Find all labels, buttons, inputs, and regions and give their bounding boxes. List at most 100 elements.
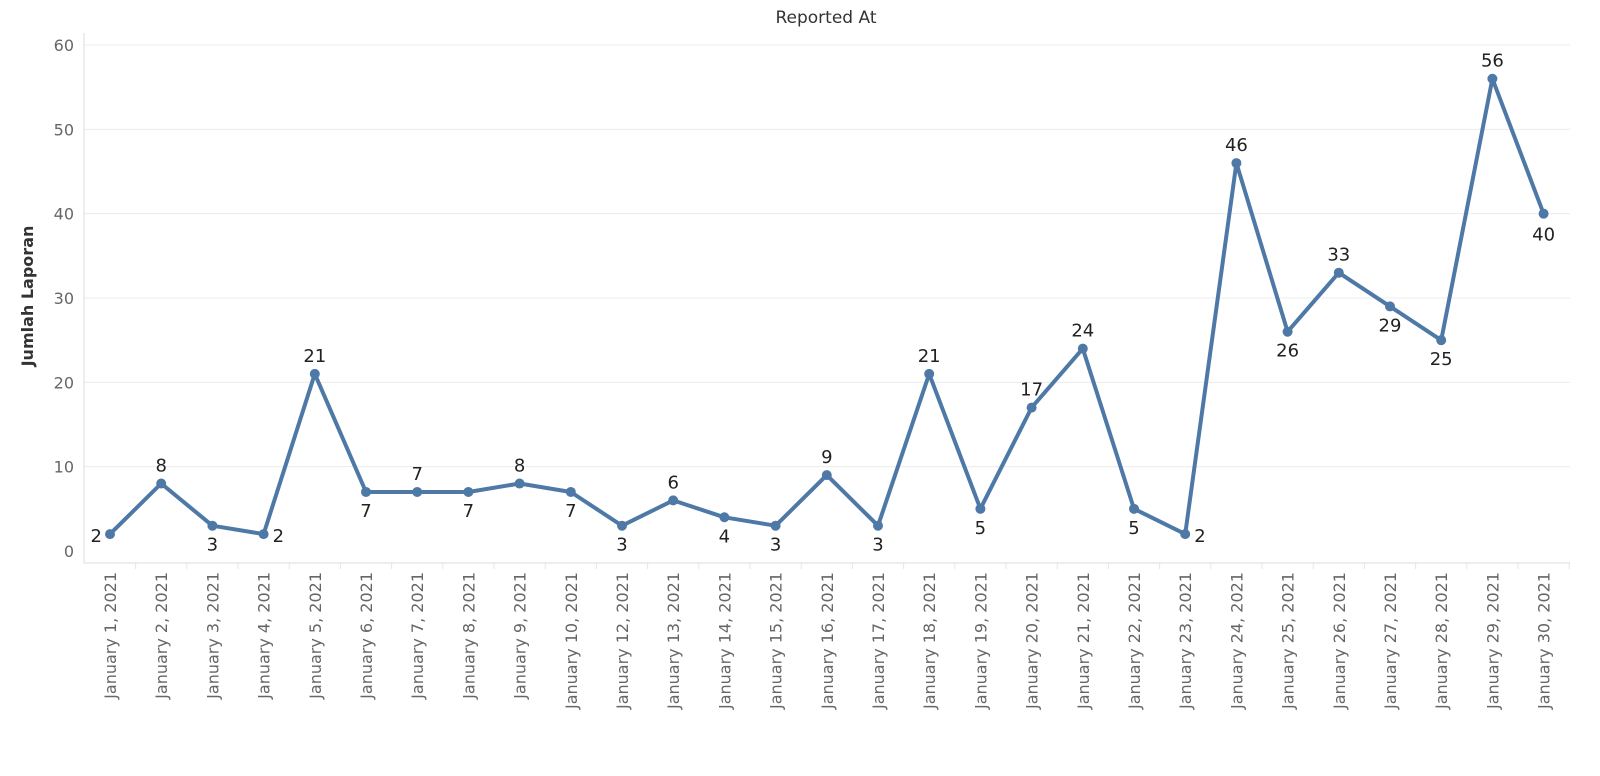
data-labels: 2 8 3 2 21 7 7 7 8 7 3 6 4 3 9 3 21 5 17 24 5 2 46 26 33 29 25 56 40 [91, 51, 1556, 556]
data-label: 7 [463, 501, 474, 522]
data-point [1026, 402, 1037, 413]
data-label: 26 [1276, 341, 1299, 362]
data-label: 6 [667, 472, 678, 493]
data-point [463, 486, 474, 497]
data-point [719, 512, 730, 523]
data-points [105, 73, 1549, 540]
data-point [975, 503, 986, 514]
chart-title: Reported At [775, 8, 876, 28]
data-label: 40 [1532, 225, 1555, 246]
data-point [412, 486, 423, 497]
data-label: 21 [303, 346, 326, 367]
data-point [207, 520, 218, 531]
x-tick-label: January 28, 2021 [1432, 572, 1451, 710]
data-point [565, 486, 576, 497]
data-point [1129, 503, 1139, 514]
data-point [668, 495, 679, 506]
x-tick-label: January 15, 2021 [767, 572, 786, 710]
data-point [1180, 529, 1191, 540]
data-point [924, 368, 935, 379]
data-label: 7 [360, 501, 371, 522]
data-point [1231, 158, 1242, 169]
data-point [156, 478, 167, 489]
data-label: 3 [872, 535, 883, 556]
x-tick-label: January 29, 2021 [1483, 572, 1502, 710]
x-tick-label: January 10, 2021 [562, 572, 581, 710]
y-tick-label: 20 [54, 373, 74, 392]
data-label: 3 [207, 535, 218, 556]
data-label: 2 [273, 526, 284, 547]
data-label: 33 [1327, 245, 1350, 266]
data-label: 29 [1379, 315, 1402, 336]
x-tick-label: January 16, 2021 [818, 572, 837, 710]
data-label: 8 [514, 456, 525, 477]
y-tick-label: 50 [54, 120, 74, 139]
data-point [770, 520, 781, 531]
x-tick-label: January 13, 2021 [664, 572, 683, 710]
x-tick-label: January 20, 2021 [1023, 572, 1042, 710]
data-label: 3 [616, 535, 627, 556]
x-tick-label: January 1, 2021 [101, 572, 120, 700]
data-point [617, 520, 627, 531]
x-tick-label: January 21, 2021 [1074, 572, 1093, 710]
x-tick-label: January 14, 2021 [715, 572, 734, 710]
data-point [1077, 343, 1088, 354]
y-axis-label: Jumlah Laporan [18, 226, 37, 368]
gridlines [84, 44, 1570, 569]
x-tick-label: January 3, 2021 [203, 572, 222, 700]
data-point [105, 529, 115, 540]
data-label: 5 [975, 518, 986, 539]
data-label: 4 [719, 526, 730, 547]
data-label: 2 [1194, 526, 1205, 547]
data-label: 17 [1020, 380, 1043, 401]
x-tick-label: January 2, 2021 [152, 572, 171, 700]
x-tick-label: January 9, 2021 [511, 572, 530, 700]
data-point [873, 520, 883, 531]
x-tick-label: January 12, 2021 [613, 572, 632, 710]
data-label: 3 [770, 535, 781, 556]
data-label: 9 [821, 447, 832, 468]
data-label: 24 [1071, 321, 1094, 342]
x-tick-label: January 25, 2021 [1279, 572, 1298, 710]
x-tick-label: January 22, 2021 [1125, 572, 1144, 710]
x-tick-label: January 27, 2021 [1381, 572, 1400, 710]
x-tick-label: January 23, 2021 [1176, 572, 1195, 710]
data-label: 46 [1225, 135, 1248, 156]
data-label: 8 [155, 456, 166, 477]
data-point [514, 478, 525, 489]
data-label: 7 [565, 501, 576, 522]
y-tick-label: 10 [54, 458, 74, 477]
x-tick-label: January 6, 2021 [357, 572, 376, 700]
data-point [1385, 301, 1395, 312]
x-tick-label: January 17, 2021 [869, 572, 888, 710]
x-tick-label: January 18, 2021 [920, 572, 939, 710]
data-point [1333, 267, 1344, 278]
data-point [1282, 326, 1293, 337]
y-tick-label: 60 [54, 36, 74, 55]
x-tick-label: January 30, 2021 [1535, 572, 1554, 710]
data-label: 56 [1481, 51, 1504, 72]
y-tick-labels: 0 10 20 30 40 50 60 [54, 36, 74, 561]
y-tick-label: 40 [54, 205, 74, 224]
data-point [361, 486, 371, 497]
data-label: 5 [1128, 518, 1139, 539]
data-label: 21 [918, 346, 941, 367]
x-tick-label: January 7, 2021 [408, 572, 427, 700]
y-tick-label: 0 [64, 542, 74, 561]
x-tick-label: January 19, 2021 [971, 572, 990, 710]
data-point [821, 470, 832, 481]
x-tick-label: January 5, 2021 [306, 572, 325, 700]
data-point [258, 529, 269, 540]
x-tick-label: January 4, 2021 [255, 572, 274, 700]
data-label: 25 [1430, 349, 1453, 370]
x-tick-label: January 24, 2021 [1227, 572, 1246, 710]
data-point [1487, 73, 1498, 84]
data-label: 7 [411, 464, 422, 485]
data-point [309, 368, 320, 379]
data-point [1538, 208, 1549, 219]
axes [83, 33, 1570, 564]
x-tick-label: January 26, 2021 [1330, 572, 1349, 710]
data-point [1436, 335, 1447, 346]
